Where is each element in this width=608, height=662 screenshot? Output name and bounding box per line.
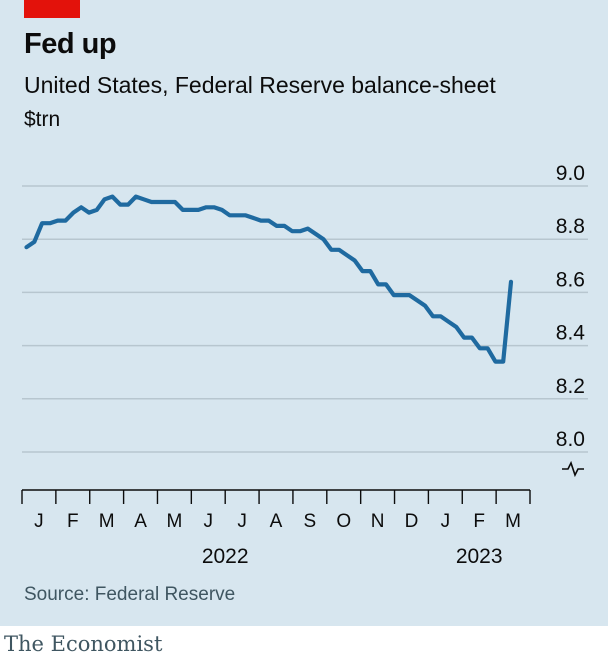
source-note: Source: Federal Reserve (24, 584, 236, 605)
x-tick-label: J (441, 511, 451, 532)
brand-red-tag (24, 0, 80, 18)
x-tick-label: O (336, 511, 351, 532)
y-tick-label: 8.6 (556, 268, 585, 291)
y-tick-label: 8.8 (556, 215, 585, 238)
y-tick-label: 8.4 (556, 322, 586, 345)
x-tick-label: J (204, 511, 214, 532)
x-tick-label: F (473, 511, 485, 532)
x-tick-label: J (237, 511, 247, 532)
x-tick-label: M (99, 511, 115, 532)
series-line (24, 194, 514, 364)
x-year-label: 2023 (456, 545, 503, 568)
x-tick-label: S (304, 511, 317, 532)
x-tick-label: M (166, 511, 182, 532)
x-tick-label: J (34, 511, 44, 532)
x-year-label: 2022 (202, 545, 249, 568)
chart-title: Fed up (24, 28, 117, 60)
chart-subtitle: United States, Federal Reserve balance-s… (24, 72, 496, 98)
x-tick-label: A (270, 511, 283, 532)
x-tick-label: A (134, 511, 147, 532)
y-tick-label: 8.2 (556, 375, 585, 398)
x-tick-label: D (405, 511, 419, 532)
y-tick-label: 8.0 (556, 428, 585, 451)
axis-break-icon (562, 460, 584, 478)
x-tick-label: M (505, 511, 521, 532)
publisher-logo: The Economist (4, 632, 163, 656)
unit-label: $trn (24, 108, 61, 131)
x-tick-label: F (67, 511, 79, 532)
y-tick-label: 9.0 (556, 162, 585, 185)
x-tick-label: N (371, 511, 385, 532)
